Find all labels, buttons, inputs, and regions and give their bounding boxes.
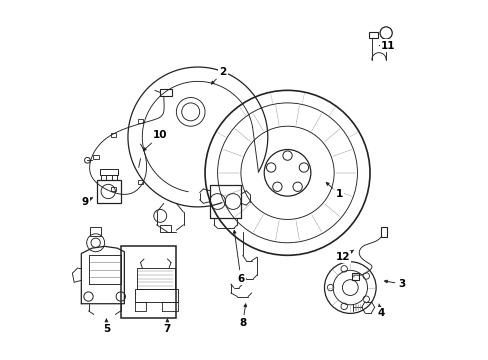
Bar [93,154,99,159]
Bar [110,187,116,191]
Bar [160,89,171,96]
Text: 2: 2 [211,67,226,84]
Text: 7: 7 [163,319,171,334]
Bar [121,246,176,318]
Bar [110,133,116,137]
Bar [160,225,171,232]
Bar [137,180,143,184]
Bar [368,32,378,39]
Text: 4: 4 [376,304,384,318]
Text: 8: 8 [239,304,246,328]
Bar [137,119,143,123]
Text: 5: 5 [102,319,110,334]
Text: 12: 12 [335,250,353,262]
Text: 11: 11 [379,41,394,50]
Text: 9: 9 [81,197,92,207]
Text: 3: 3 [384,279,405,289]
Text: 10: 10 [143,130,167,150]
Bar [90,226,101,235]
Text: 6: 6 [233,230,244,284]
Bar [100,169,118,175]
Circle shape [379,27,391,39]
Text: 1: 1 [325,183,343,199]
Bar [97,180,121,203]
Bar [380,226,386,237]
Bar [351,273,358,280]
